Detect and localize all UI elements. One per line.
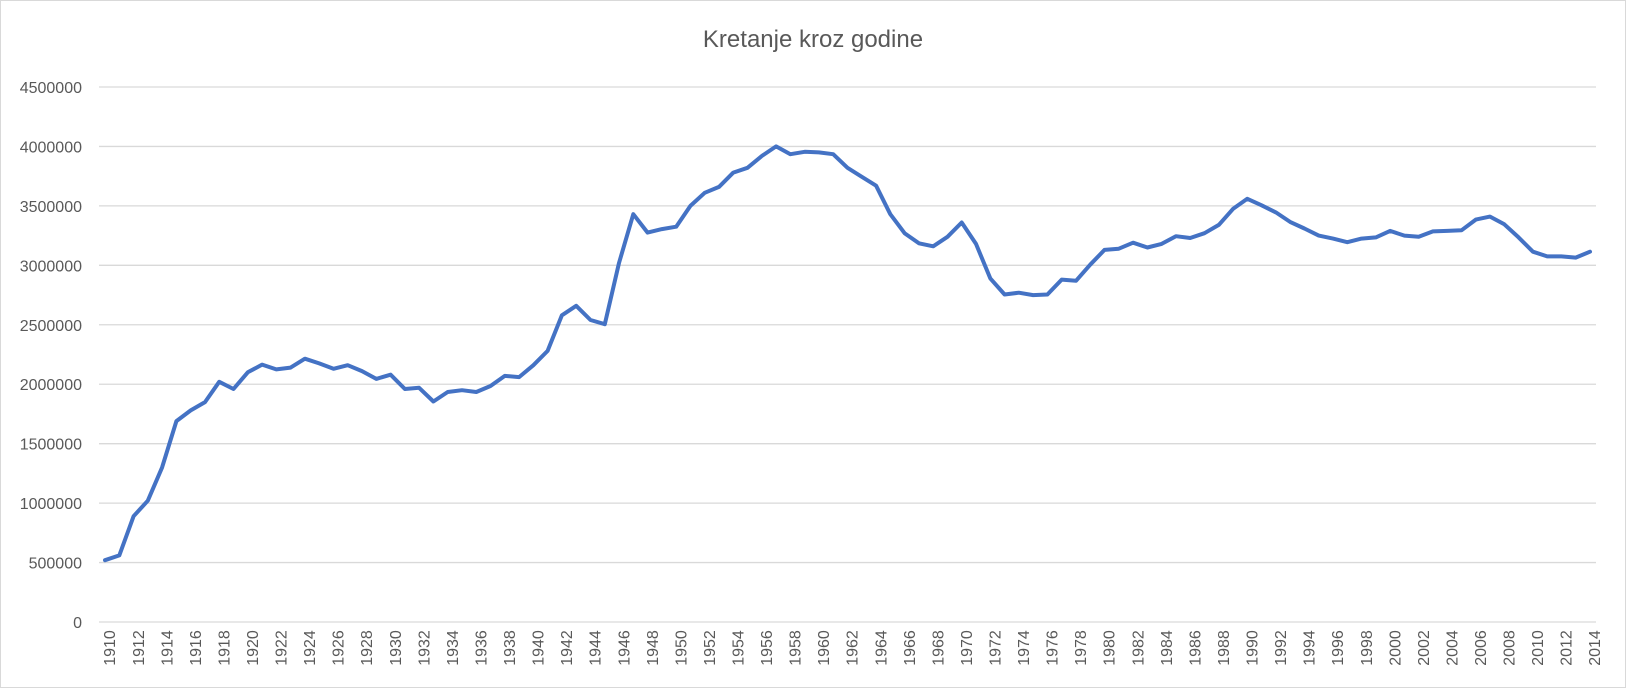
y-tick-label: 1500000 [20,437,82,454]
x-axis-tick-labels: 1910 1912 1914 1916 1918 1920 1922 1924 1926 1928… [102,630,1604,666]
x-tick-label: 1966 [902,630,919,666]
x-tick-label: 2004 [1444,630,1461,666]
x-tick-label: 1970 [959,630,976,666]
y-tick-label: 2500000 [20,318,82,335]
x-tick-label: 1912 [131,630,148,666]
x-tick-label: 1948 [645,630,662,666]
x-tick-label: 1924 [302,630,319,666]
x-tick-label: 1972 [988,630,1005,666]
x-tick-label: 1974 [1016,630,1033,666]
y-axis-tick-labels: 0 500000 1000000 1500000 2000000 2500000 30000… [20,80,82,632]
x-tick-label: 2010 [1530,630,1547,666]
gridlines [99,86,1596,623]
y-tick-label: 4500000 [20,80,82,97]
x-tick-label: 1930 [388,630,405,666]
x-tick-label: 1956 [759,630,776,666]
y-tick-label: 1000000 [20,496,82,513]
y-tick-label: 500000 [29,556,82,573]
x-tick-label: 1998 [1359,630,1376,666]
x-tick-label: 2008 [1502,630,1519,666]
x-tick-label: 1938 [502,630,519,666]
x-tick-label: 2000 [1387,630,1404,666]
y-tick-label: 2000000 [20,377,82,394]
x-tick-label: 1926 [331,630,348,666]
x-tick-label: 1916 [188,630,205,666]
y-tick-label: 3500000 [20,199,82,216]
x-tick-label: 1928 [359,630,376,666]
x-tick-label: 1922 [274,630,291,666]
x-tick-label: 1958 [788,630,805,666]
x-tick-label: 1988 [1216,630,1233,666]
x-tick-label: 1946 [616,630,633,666]
x-tick-label: 1980 [1102,630,1119,666]
x-tick-label: 1978 [1073,630,1090,666]
y-tick-label: 0 [73,615,82,632]
x-tick-label: 1940 [531,630,548,666]
x-tick-label: 1992 [1273,630,1290,666]
x-tick-label: 1932 [416,630,433,666]
x-tick-label: 1934 [445,630,462,666]
x-tick-label: 2006 [1473,630,1490,666]
x-tick-label: 1990 [1245,630,1262,666]
y-tick-label: 4000000 [20,139,82,156]
x-tick-label: 1918 [216,630,233,666]
x-tick-label: 1964 [873,630,890,666]
y-tick-label: 3000000 [20,258,82,275]
x-tick-label: 1954 [730,630,747,666]
x-tick-label: 1976 [1045,630,1062,666]
x-tick-label: 1960 [816,630,833,666]
x-tick-label: 1920 [245,630,262,666]
x-tick-label: 1944 [588,630,605,666]
x-tick-label: 2002 [1416,630,1433,666]
chart-title: Kretanje kroz godine [702,26,924,53]
x-tick-label: 1968 [930,630,947,666]
x-tick-label: 1942 [559,630,576,666]
x-tick-label: 1914 [159,630,176,666]
x-tick-label: 1936 [473,630,490,666]
series-group [103,144,1592,563]
x-tick-label: 1996 [1330,630,1347,666]
x-tick-label: 1910 [102,630,119,666]
series-line [103,144,1592,563]
x-tick-label: 2014 [1587,630,1604,666]
x-tick-label: 1952 [702,630,719,666]
x-tick-label: 1994 [1302,630,1319,666]
x-tick-label: 1986 [1187,630,1204,666]
x-tick-label: 1984 [1159,630,1176,666]
x-tick-label: 2012 [1559,630,1576,666]
x-tick-label: 1950 [673,630,690,666]
x-tick-label: 1962 [845,630,862,666]
x-tick-label: 1982 [1130,630,1147,666]
